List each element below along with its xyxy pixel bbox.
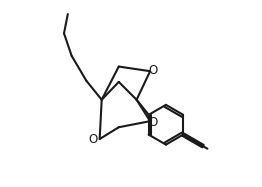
Text: O: O [148, 64, 157, 77]
Text: O: O [148, 116, 157, 129]
Text: O: O [89, 133, 98, 145]
